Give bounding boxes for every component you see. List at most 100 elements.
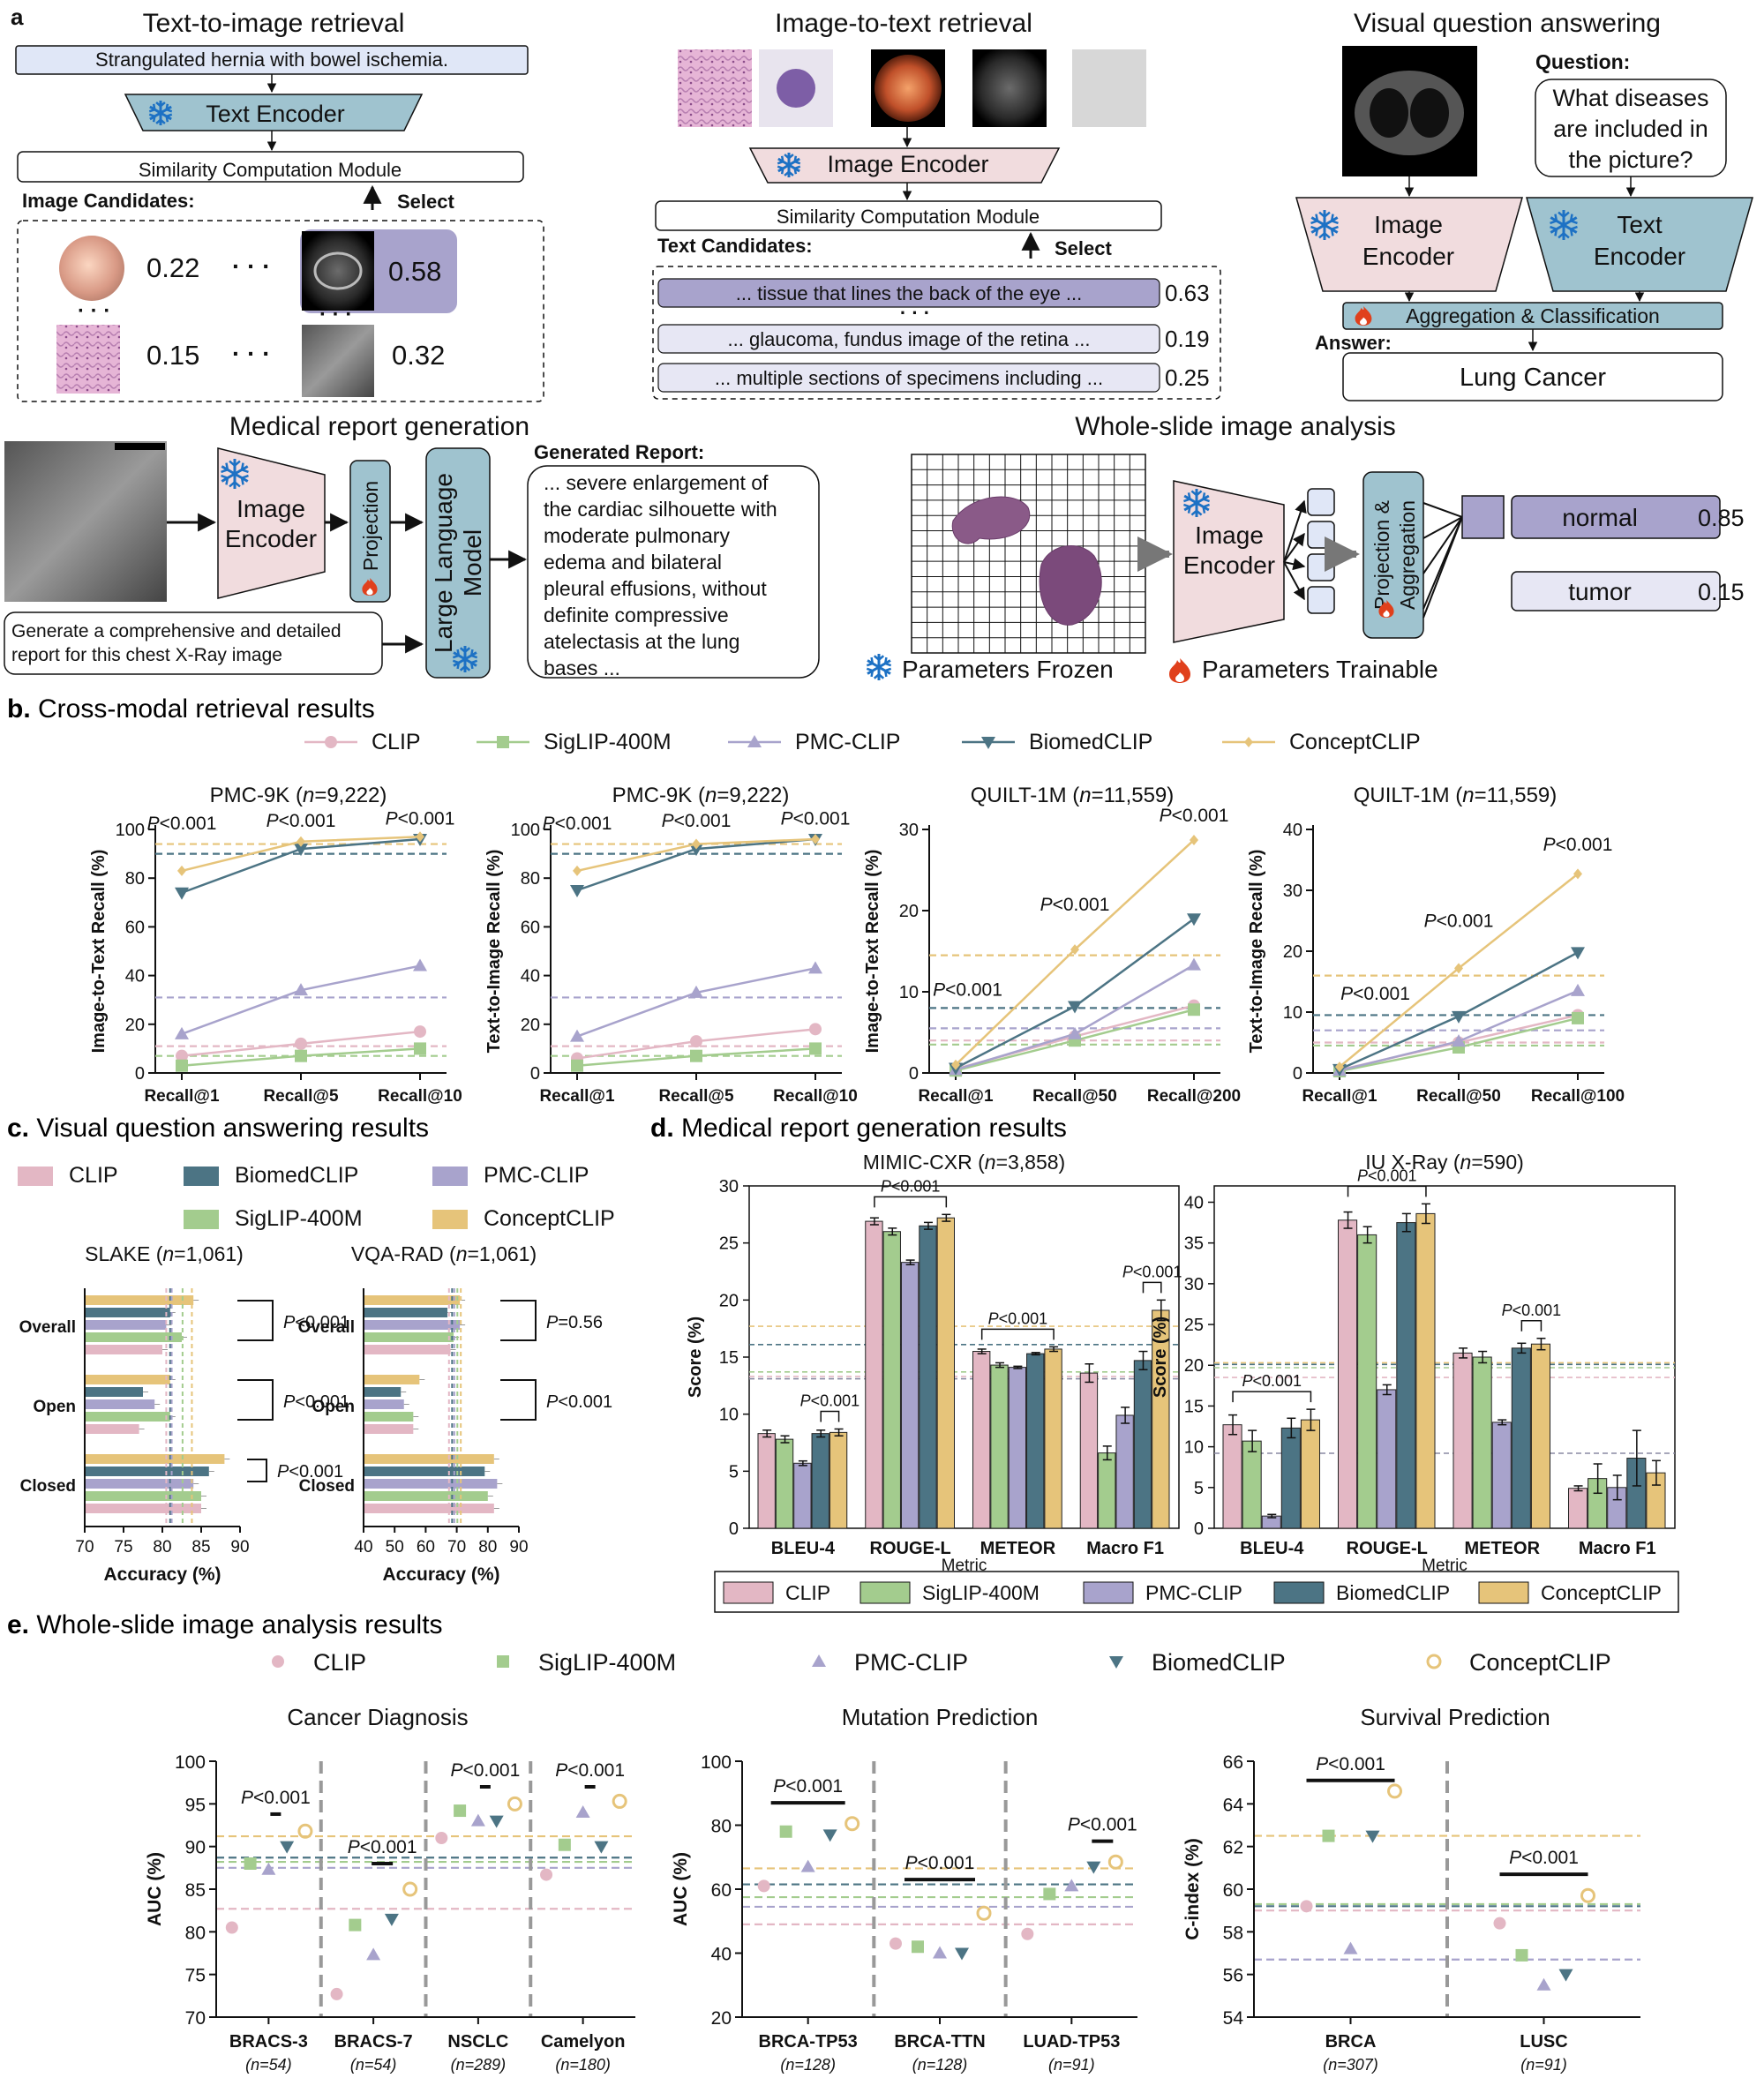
data-point [414,1025,426,1039]
x-tick-label: 90 [509,1538,528,1557]
snowflake-stroke [1183,503,1191,514]
report-text: ... severe enlargement of [544,471,769,494]
p-value-label: P<0.001 [881,1177,941,1195]
data-point [294,844,308,857]
y-axis-label: AUC (%) [145,1852,165,1926]
snowflake-stroke [155,101,166,108]
image-encoder-shape [748,147,1061,184]
y-tick-label: 30 [1283,881,1302,901]
data-point [1335,1062,1344,1073]
x-tick-label: Recall@50 [1032,1087,1117,1106]
flame-inner [1360,317,1367,326]
data-point [955,1947,969,1961]
y-tick-label: Overall [298,1318,355,1337]
t2i-score: 0.32 [392,340,445,371]
y-tick-label: 20 [125,1016,145,1035]
bar [1008,1367,1027,1529]
snowflake-stroke [777,155,784,165]
subplot-title: IU X-Ray (n=590) [1365,1151,1524,1174]
y-tick-label: 0 [909,1064,919,1084]
y-tick-label: Overall [19,1318,76,1337]
snowflake-icon [221,459,249,489]
y-axis-label: Text-to-Image Recall (%) [1247,850,1266,1054]
bar [85,1345,162,1354]
data-point [1558,1969,1573,1982]
scatter-chart: Cancer Diagnosis 70 75 80 85 90 95 100 AUC (%) BR… [145,1704,635,2074]
legend-label: CLIP [69,1163,118,1188]
data-point [1454,963,1463,974]
data-point [573,865,582,876]
x-tick-label: 75 [114,1538,132,1557]
llm-label: Large Language [430,473,457,653]
bar [829,1431,848,1529]
y-tick-label: 20 [899,902,919,921]
legend-swatch [723,1581,774,1604]
hbar-chart: VQA-RAD (n=1,061) Overall Open Closed 40 50 60… [298,1242,613,1585]
bar [85,1454,225,1464]
bar [364,1345,451,1354]
image-encoder-label: Image [236,495,305,522]
data-point [366,1947,381,1961]
p-value-label: P<0.001 [147,814,217,834]
plot-frame [1213,1185,1676,1529]
x-tick-label: 70 [447,1538,466,1557]
significance-bracket [1347,1185,1427,1197]
x-tick-sublabel: (n=307) [1323,2056,1378,2074]
subplot-title: QUILT-1M (n=11,559) [1354,784,1558,807]
p-value-label: P<0.001 [1340,984,1410,1004]
bar [85,1375,170,1384]
data-point [1190,834,1198,845]
bar [85,1467,209,1476]
subplot-title: SLAKE (n=1,061) [85,1242,244,1265]
data-point [294,983,308,996]
snowflake-stroke [1569,214,1578,225]
text-candidate-box [657,278,1160,308]
significance-bracket [1232,1391,1312,1403]
p-value-label: P<0.001 [781,808,851,829]
bar [865,1220,883,1529]
bar [1568,1488,1588,1529]
image-encoder-label: Encoder [1183,551,1275,579]
bar [364,1308,448,1317]
data-point [540,1868,553,1881]
wsi-output-box [1511,571,1721,611]
snowflake-stroke [1550,225,1558,236]
aggregation-label: Aggregation & Classification [1406,304,1660,327]
image-encoder-label: Encoder [1362,243,1454,270]
x-tick-label: Recall@1 [918,1087,994,1106]
bar [936,1217,956,1529]
snowflake-stroke [221,474,229,485]
text-candidate-score: 0.63 [1165,280,1210,306]
x-tick-label: Recall@100 [1531,1087,1625,1106]
histology-thumbnail [56,325,120,394]
snowflake-stroke [469,649,478,659]
answer-label: Answer: [1315,332,1392,354]
snowflake-icon [148,101,173,125]
data-point [1572,1011,1584,1024]
bar [364,1424,414,1434]
flame-outer [362,578,378,596]
bar [1415,1212,1436,1529]
text-encoder-label: Encoder [1594,243,1685,270]
report-box [527,465,820,679]
snowflake-stroke [155,118,166,124]
y-tick-label: 10 [719,1406,739,1425]
data-point [822,1829,837,1842]
wsi-grid [911,454,1146,654]
y-tick-label: 100 [701,1752,732,1773]
x-tick-label: METEOR [1464,1539,1540,1558]
image-candidates-box [17,220,544,402]
data-point [295,1049,307,1062]
data-point [1571,983,1585,996]
line-chart: QUILT-1M (n=11,559) 0 10 20 30 Recall@1 Recall… [863,784,1241,1106]
data-point [261,1862,276,1875]
bar [364,1375,420,1384]
t2i-score: 0.58 [388,256,441,287]
arrow [1283,558,1306,571]
x-tick-label: Recall@10 [773,1087,858,1106]
section-heading: c. Visual question answering results [7,1114,429,1143]
data-point [176,1059,188,1072]
data-point [844,1816,860,1832]
data-point [912,1940,924,1954]
data-point [1107,1854,1123,1870]
